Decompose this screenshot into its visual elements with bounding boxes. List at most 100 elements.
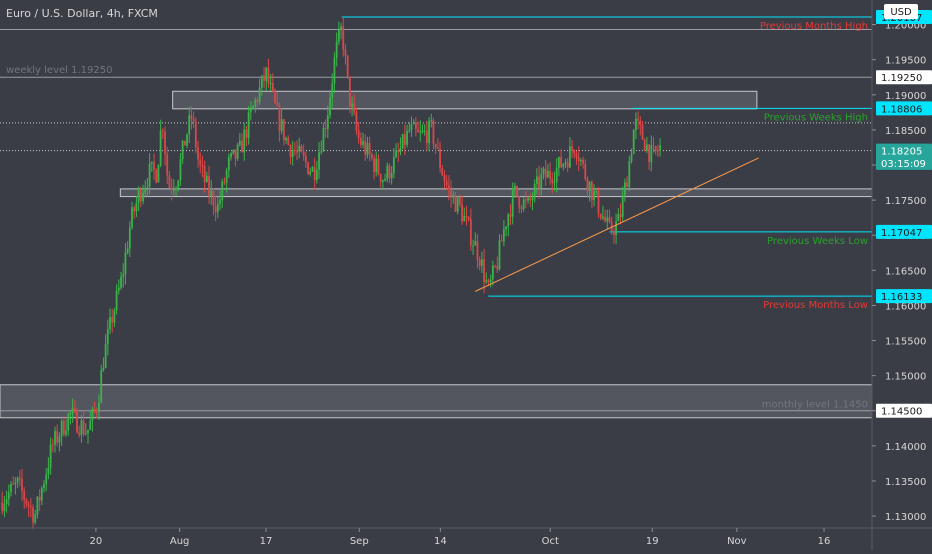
candle[interactable] [225,167,228,193]
candle[interactable] [454,192,457,213]
candle[interactable] [386,162,389,183]
candle[interactable] [469,208,472,251]
candle[interactable] [458,194,461,208]
candle[interactable] [106,319,109,356]
candle[interactable] [98,394,100,421]
candle[interactable] [183,140,186,146]
candle[interactable] [344,44,347,65]
candle[interactable] [287,135,290,146]
candle[interactable] [364,134,367,162]
candle[interactable] [32,504,34,529]
candle[interactable] [566,157,569,173]
candle[interactable] [632,128,635,155]
candle[interactable] [531,192,534,211]
price-tag-pw-low[interactable]: 1.17047 [876,224,932,239]
candle[interactable] [500,234,503,242]
candle[interactable] [509,204,512,225]
candle[interactable] [461,195,463,225]
candle[interactable] [359,132,362,148]
candle[interactable] [637,111,640,130]
candle[interactable] [93,401,96,414]
candle[interactable] [190,105,193,130]
candle[interactable] [73,399,76,414]
candle[interactable] [474,232,477,246]
candle[interactable] [278,102,281,142]
candle[interactable] [419,120,422,142]
candle[interactable] [527,195,529,204]
candle[interactable] [91,406,94,432]
candle[interactable] [575,150,578,165]
candle[interactable] [648,144,651,170]
candle[interactable] [135,196,138,218]
candle[interactable] [549,162,551,185]
candle[interactable] [588,181,591,202]
candle[interactable] [498,234,501,271]
candle[interactable] [179,153,182,186]
candle[interactable] [111,308,114,333]
candle[interactable] [298,137,301,159]
candle[interactable] [366,136,369,159]
candle[interactable] [269,74,272,92]
candle[interactable] [304,151,307,168]
candle[interactable] [78,425,81,438]
candle[interactable] [652,137,655,153]
candle[interactable] [133,205,136,219]
candle[interactable] [120,271,122,290]
candle[interactable] [621,186,624,222]
candle[interactable] [428,117,430,152]
candle[interactable] [322,123,325,152]
candle[interactable] [568,137,571,169]
candle[interactable] [302,144,305,161]
candle[interactable] [392,148,395,179]
candle[interactable] [445,175,448,191]
candle[interactable] [227,153,230,179]
candle[interactable] [456,195,459,215]
candle[interactable] [7,484,10,507]
candle[interactable] [379,173,382,188]
candles[interactable] [1,16,662,529]
candle[interactable] [276,91,279,107]
candle[interactable] [43,480,45,493]
candle[interactable] [560,149,562,169]
candle[interactable] [412,119,415,125]
candle[interactable] [5,490,8,513]
candle[interactable] [170,178,173,201]
candle[interactable] [282,118,285,146]
candle[interactable] [337,21,340,45]
candle[interactable] [553,171,556,191]
candle[interactable] [67,412,70,436]
candle[interactable] [144,180,147,198]
candle[interactable] [397,142,400,162]
candle[interactable] [423,124,426,136]
candle[interactable] [436,138,439,150]
candle[interactable] [36,496,39,519]
candle[interactable] [410,116,413,137]
candle[interactable] [399,137,402,156]
candle[interactable] [538,165,540,199]
candle[interactable] [355,107,358,135]
candle[interactable] [21,468,23,502]
candle[interactable] [421,124,424,134]
candle[interactable] [599,213,602,221]
candle[interactable] [368,136,371,162]
candle[interactable] [520,204,523,214]
candle[interactable] [516,185,518,199]
candle[interactable] [258,78,261,105]
candle[interactable] [291,140,294,166]
candle[interactable] [370,152,373,161]
candle[interactable] [87,429,89,444]
candle[interactable] [300,143,303,153]
candle[interactable] [263,66,265,89]
candle[interactable] [313,157,316,190]
candle[interactable] [377,154,380,176]
trendline[interactable] [475,157,759,292]
candle[interactable] [630,148,633,164]
candle[interactable] [161,128,164,139]
candle[interactable] [12,475,15,485]
candle[interactable] [285,136,287,144]
candle[interactable] [659,138,662,157]
candle[interactable] [254,97,257,113]
candle[interactable] [593,184,595,207]
candle[interactable] [150,161,153,172]
candle[interactable] [38,489,41,511]
